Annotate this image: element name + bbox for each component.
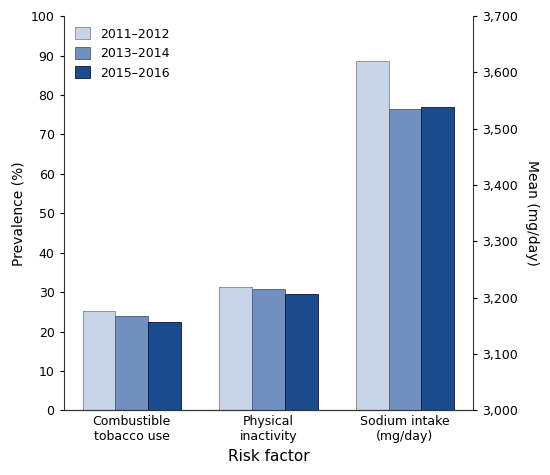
- Bar: [388, 109, 421, 410]
- Bar: [252, 289, 285, 410]
- X-axis label: Risk factor: Risk factor: [228, 449, 309, 464]
- Bar: [219, 287, 252, 410]
- Bar: [148, 322, 181, 410]
- Bar: [356, 61, 388, 410]
- Y-axis label: Mean (mg/day): Mean (mg/day): [525, 161, 539, 266]
- Bar: [285, 294, 317, 410]
- Bar: [116, 316, 148, 410]
- Y-axis label: Prevalence (%): Prevalence (%): [11, 161, 25, 266]
- Bar: [421, 107, 454, 410]
- Bar: [82, 311, 116, 410]
- Legend: 2011–2012, 2013–2014, 2015–2016: 2011–2012, 2013–2014, 2015–2016: [70, 22, 174, 85]
